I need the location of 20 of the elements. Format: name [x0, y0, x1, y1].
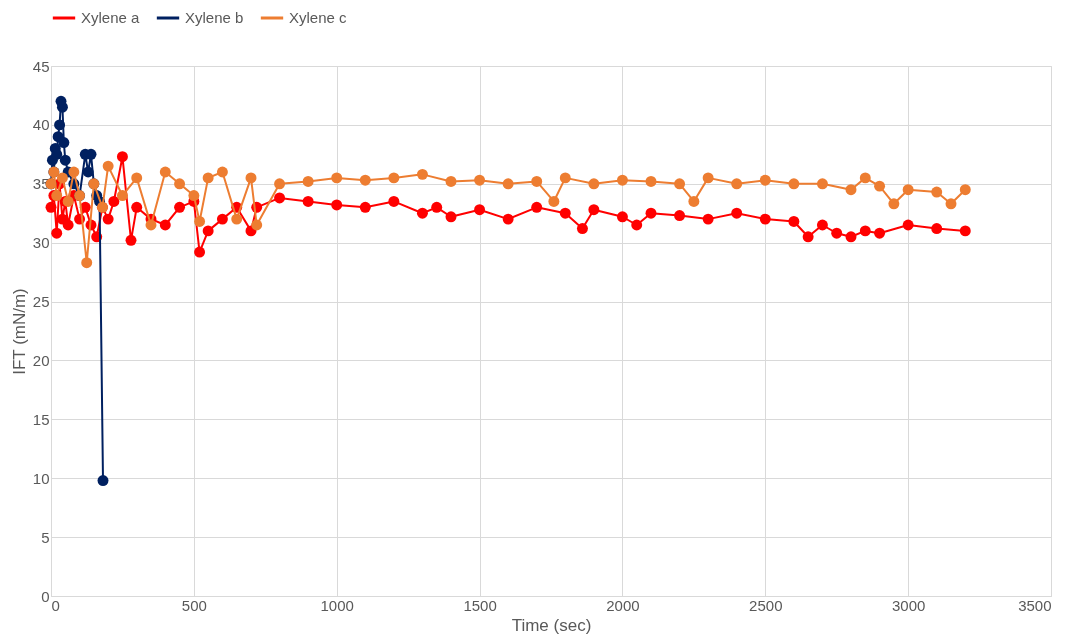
y-tick-label: 15	[32, 410, 50, 428]
x-tick-label: 1000	[320, 596, 354, 614]
y-tick-label: 20	[32, 351, 50, 369]
x-tick-label: 2000	[606, 596, 640, 614]
y-tick-label: 30	[32, 234, 50, 252]
legend-label: Xylene a	[81, 9, 141, 26]
x-tick-label: 500	[181, 596, 207, 614]
y-axis-title: IFT (mN/m)	[9, 288, 29, 375]
y-tick-label: 5	[41, 528, 50, 546]
x-tick-label: 3000	[891, 596, 926, 614]
x-tick-label: 1500	[463, 596, 497, 614]
y-tick-label: 25	[32, 293, 50, 311]
y-tick-label: 45	[32, 57, 50, 75]
x-tick-label: 2500	[749, 596, 783, 614]
y-tick-label: 10	[32, 469, 50, 487]
y-tick-label: 40	[32, 116, 50, 134]
x-axis-title: Time (sec)	[511, 615, 592, 635]
legend-label: Xylene c	[289, 9, 348, 26]
x-tick-label: 3500	[1018, 596, 1052, 614]
legend-label: Xylene b	[185, 9, 244, 26]
